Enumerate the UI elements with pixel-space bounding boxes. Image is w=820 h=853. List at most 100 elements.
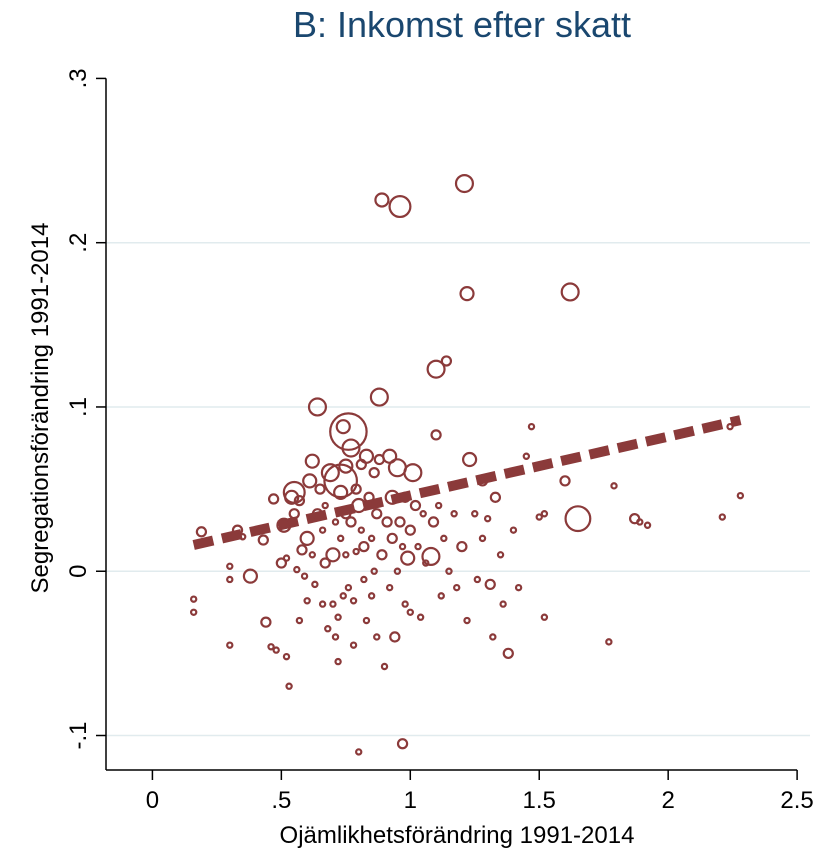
data-point [454,174,474,194]
data-point [463,616,471,625]
data-point [331,633,340,641]
data-point [406,608,414,617]
data-point [303,597,311,605]
data-point [257,534,269,546]
data-point [473,575,482,584]
data-point [307,397,328,417]
data-point [437,592,445,600]
data-point [514,583,523,592]
data-point [226,641,234,649]
data-point [374,192,390,208]
data-point [369,387,389,407]
x-tick-label: .5 [271,787,291,814]
data-point [373,633,381,641]
data-point [350,483,362,495]
data-point [394,516,406,528]
data-point [272,646,280,654]
data-point [384,489,400,505]
x-tick-label: 2.5 [780,787,813,814]
data-point [300,572,309,580]
data-point [440,534,448,543]
data-point [226,562,234,571]
data-point [478,534,487,543]
data-point [357,526,365,534]
data-point [355,748,363,756]
data-point [445,567,453,575]
data-point [331,518,340,526]
data-point [496,551,505,559]
data-point [338,458,354,474]
data-point [367,534,376,543]
data-point [302,473,318,489]
data-point [299,530,315,546]
x-tick-label: 1.5 [523,787,556,814]
data-point [540,613,549,621]
data-point [483,514,492,523]
data-point [321,501,329,510]
data-point [320,463,340,483]
data-point [414,542,422,551]
data-point [522,452,531,460]
data-point [564,505,592,533]
data-point [440,355,453,367]
data-point [282,554,291,562]
data-point [275,557,288,569]
data-point [371,508,383,520]
data-point [260,616,272,628]
x-axis-ticks: 0 .5 1 1.5 2 2.5 [146,770,814,814]
data-point [450,510,458,518]
data-point [329,412,368,451]
data-point [349,597,358,605]
x-tick-label: 1 [404,787,417,814]
data-point [311,508,324,520]
data-points [189,174,745,756]
data-point [342,551,350,559]
data-point [636,518,644,526]
fit-line [192,415,742,550]
data-point [736,491,745,500]
data-point [560,282,580,302]
axes [105,78,798,771]
data-point [341,438,361,458]
y-axis-ticks: -.1 0 .1 .2 .3 [65,68,106,750]
data-point [336,534,345,543]
data-point [718,513,727,521]
data-point [334,657,342,666]
data-point [226,575,234,584]
data-point [267,643,275,651]
data-point [401,600,409,608]
data-point [489,491,502,503]
data-point [476,475,489,487]
data-point [381,516,393,528]
data-point [367,592,376,600]
grid-lines [106,241,810,737]
data-point [344,583,353,592]
data-point [535,513,543,521]
x-axis-label: Ojämlikhetsförändring 1991-2014 [280,822,635,849]
chart-title: B: Inkomst efter skatt [293,4,631,45]
fit-line-layer [192,415,742,550]
data-point [527,422,536,431]
data-point [404,524,416,536]
data-point [400,550,416,566]
data-point [370,567,378,575]
data-point [484,578,496,591]
y-axis-label: Segregationsförändring 1991-2014 [27,223,54,594]
data-point [318,600,327,608]
data-point [368,467,380,479]
data-point [293,565,301,574]
data-point [489,633,497,641]
data-point [314,483,326,495]
data-point [323,463,359,499]
data-point [311,580,319,589]
data-point [376,549,388,561]
data-point [304,453,320,469]
data-point [242,568,259,584]
data-point [399,491,411,503]
data-point [385,583,394,592]
data-point [422,559,430,567]
data-point [324,625,332,633]
data-point [293,494,306,507]
